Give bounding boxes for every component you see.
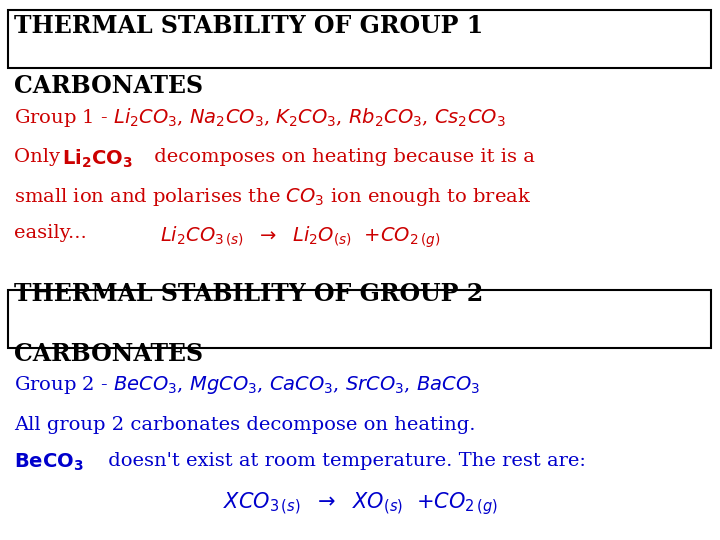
Text: $XCO_{3\,(s)}$  $\rightarrow$  $XO_{(s)}$  $+ CO_{2\,(g)}$: $XCO_{3\,(s)}$ $\rightarrow$ $XO_{(s)}$ …: [222, 490, 498, 517]
Text: CARBONATES: CARBONATES: [14, 74, 203, 98]
Text: decomposes on heating because it is a: decomposes on heating because it is a: [148, 148, 535, 166]
Text: easily...: easily...: [14, 224, 86, 242]
Text: $\mathbf{Li_2CO_3}$: $\mathbf{Li_2CO_3}$: [62, 148, 133, 170]
Text: THERMAL STABILITY OF GROUP 1: THERMAL STABILITY OF GROUP 1: [14, 14, 483, 38]
Text: Group 2 - $BeCO_3$, $MgCO_3$, $CaCO_3$, $SrCO_3$, $BaCO_3$: Group 2 - $BeCO_3$, $MgCO_3$, $CaCO_3$, …: [14, 374, 480, 396]
Text: CARBONATES: CARBONATES: [14, 342, 203, 366]
Text: Group 1 - $Li_2CO_3$, $Na_2CO_3$, $K_2CO_3$, $Rb_2CO_3$, $Cs_2CO_3$: Group 1 - $Li_2CO_3$, $Na_2CO_3$, $K_2CO…: [14, 106, 505, 129]
Text: All group 2 carbonates decompose on heating.: All group 2 carbonates decompose on heat…: [14, 416, 475, 434]
Text: small ion and polarises the $CO_3$ ion enough to break: small ion and polarises the $CO_3$ ion e…: [14, 186, 531, 208]
Text: THERMAL STABILITY OF GROUP 2: THERMAL STABILITY OF GROUP 2: [14, 282, 483, 306]
Text: Only: Only: [14, 148, 66, 166]
Bar: [8, 10, 711, 68]
Text: doesn't exist at room temperature. The rest are:: doesn't exist at room temperature. The r…: [102, 452, 586, 470]
Text: $\mathbf{BeCO_3}$: $\mathbf{BeCO_3}$: [14, 452, 84, 473]
Text: $Li_2CO_{3\,(s)}$  $\rightarrow$  $Li_2O_{(s)}$  $+ CO_{2\,(g)}$: $Li_2CO_{3\,(s)}$ $\rightarrow$ $Li_2O_{…: [160, 224, 441, 249]
Bar: [8, 290, 711, 348]
